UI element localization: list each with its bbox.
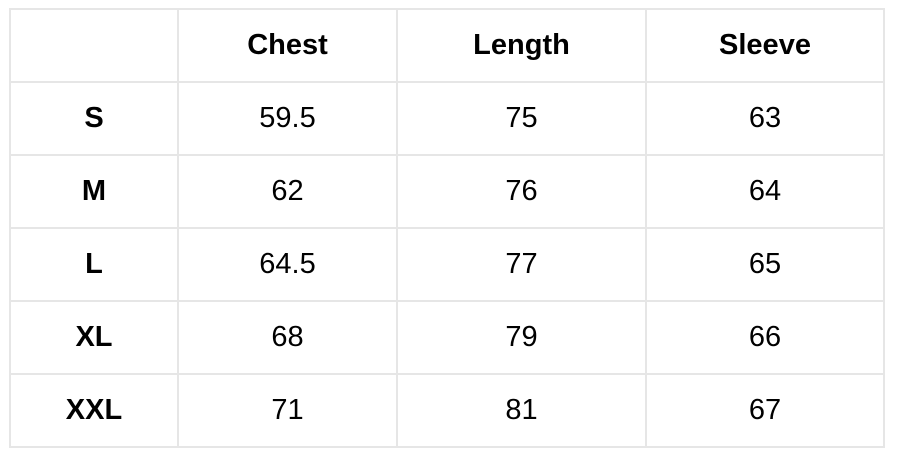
measurement-cell: 79: [396, 300, 647, 375]
measurement-cell: 64: [645, 154, 885, 229]
table-row: S 59.5 75 63: [9, 81, 885, 156]
measurement-cell: 75: [396, 81, 647, 156]
measurement-cell: 81: [396, 373, 647, 448]
measurement-cell: 76: [396, 154, 647, 229]
measurement-cell: 77: [396, 227, 647, 302]
measurement-cell: 68: [177, 300, 398, 375]
header-cell: [9, 8, 179, 83]
measurement-cell: 64.5: [177, 227, 398, 302]
header-length: Length: [396, 8, 647, 83]
size-label: XXL: [9, 373, 179, 448]
header-chest: Chest: [177, 8, 398, 83]
table-row: XXL 71 81 67: [9, 373, 885, 448]
measurement-cell: 59.5: [177, 81, 398, 156]
measurement-cell: 71: [177, 373, 398, 448]
table-row: XL 68 79 66: [9, 300, 885, 375]
header-row: Chest Length Sleeve: [9, 8, 885, 83]
size-chart-table: Chest Length Sleeve S 59.5 75 63 M 62 76 64 L 64.…: [9, 8, 885, 448]
size-label: L: [9, 227, 179, 302]
measurement-cell: 67: [645, 373, 885, 448]
header-sleeve: Sleeve: [645, 8, 885, 83]
measurement-cell: 66: [645, 300, 885, 375]
table-row: M 62 76 64: [9, 154, 885, 229]
measurement-cell: 62: [177, 154, 398, 229]
measurement-cell: 63: [645, 81, 885, 156]
size-label: M: [9, 154, 179, 229]
size-label: XL: [9, 300, 179, 375]
size-label: S: [9, 81, 179, 156]
table-row: L 64.5 77 65: [9, 227, 885, 302]
measurement-cell: 65: [645, 227, 885, 302]
